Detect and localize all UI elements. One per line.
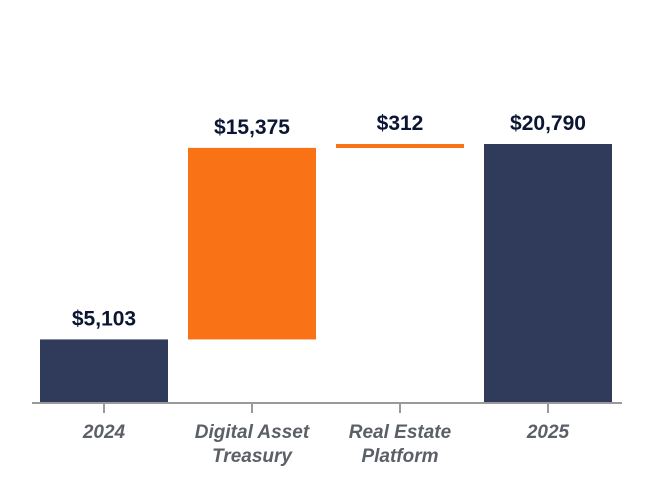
value-label: $20,790 (510, 112, 586, 135)
category-label-line: 2025 (526, 422, 570, 443)
category-label: 2025 (526, 422, 570, 443)
category-label: Digital Asset Treasury (195, 422, 310, 467)
category-label: 2024 (82, 422, 126, 443)
value-labels-group: $5,103 $15,375 $312 $20,790 (72, 112, 586, 330)
bar-real-estate-platform (336, 144, 464, 148)
category-label-line: Treasury (212, 446, 293, 467)
bar-2025 (484, 144, 612, 403)
category-label-line: Platform (361, 446, 438, 467)
x-ticks-group (103, 403, 549, 413)
category-label-line: Real Estate (349, 422, 452, 443)
value-label: $312 (377, 112, 424, 135)
category-labels-group: 2024 Digital Asset Treasury Real Estate Plat… (82, 422, 570, 467)
value-label: $15,375 (214, 116, 290, 139)
bar-digital-asset-treasury (188, 147, 316, 340)
bars-group (40, 144, 612, 403)
value-label: $5,103 (72, 307, 136, 330)
category-label-line: Digital Asset (195, 422, 310, 443)
category-label: Real Estate Platform (349, 422, 452, 467)
category-label-line: 2024 (82, 422, 126, 443)
bar-2024 (40, 339, 168, 403)
